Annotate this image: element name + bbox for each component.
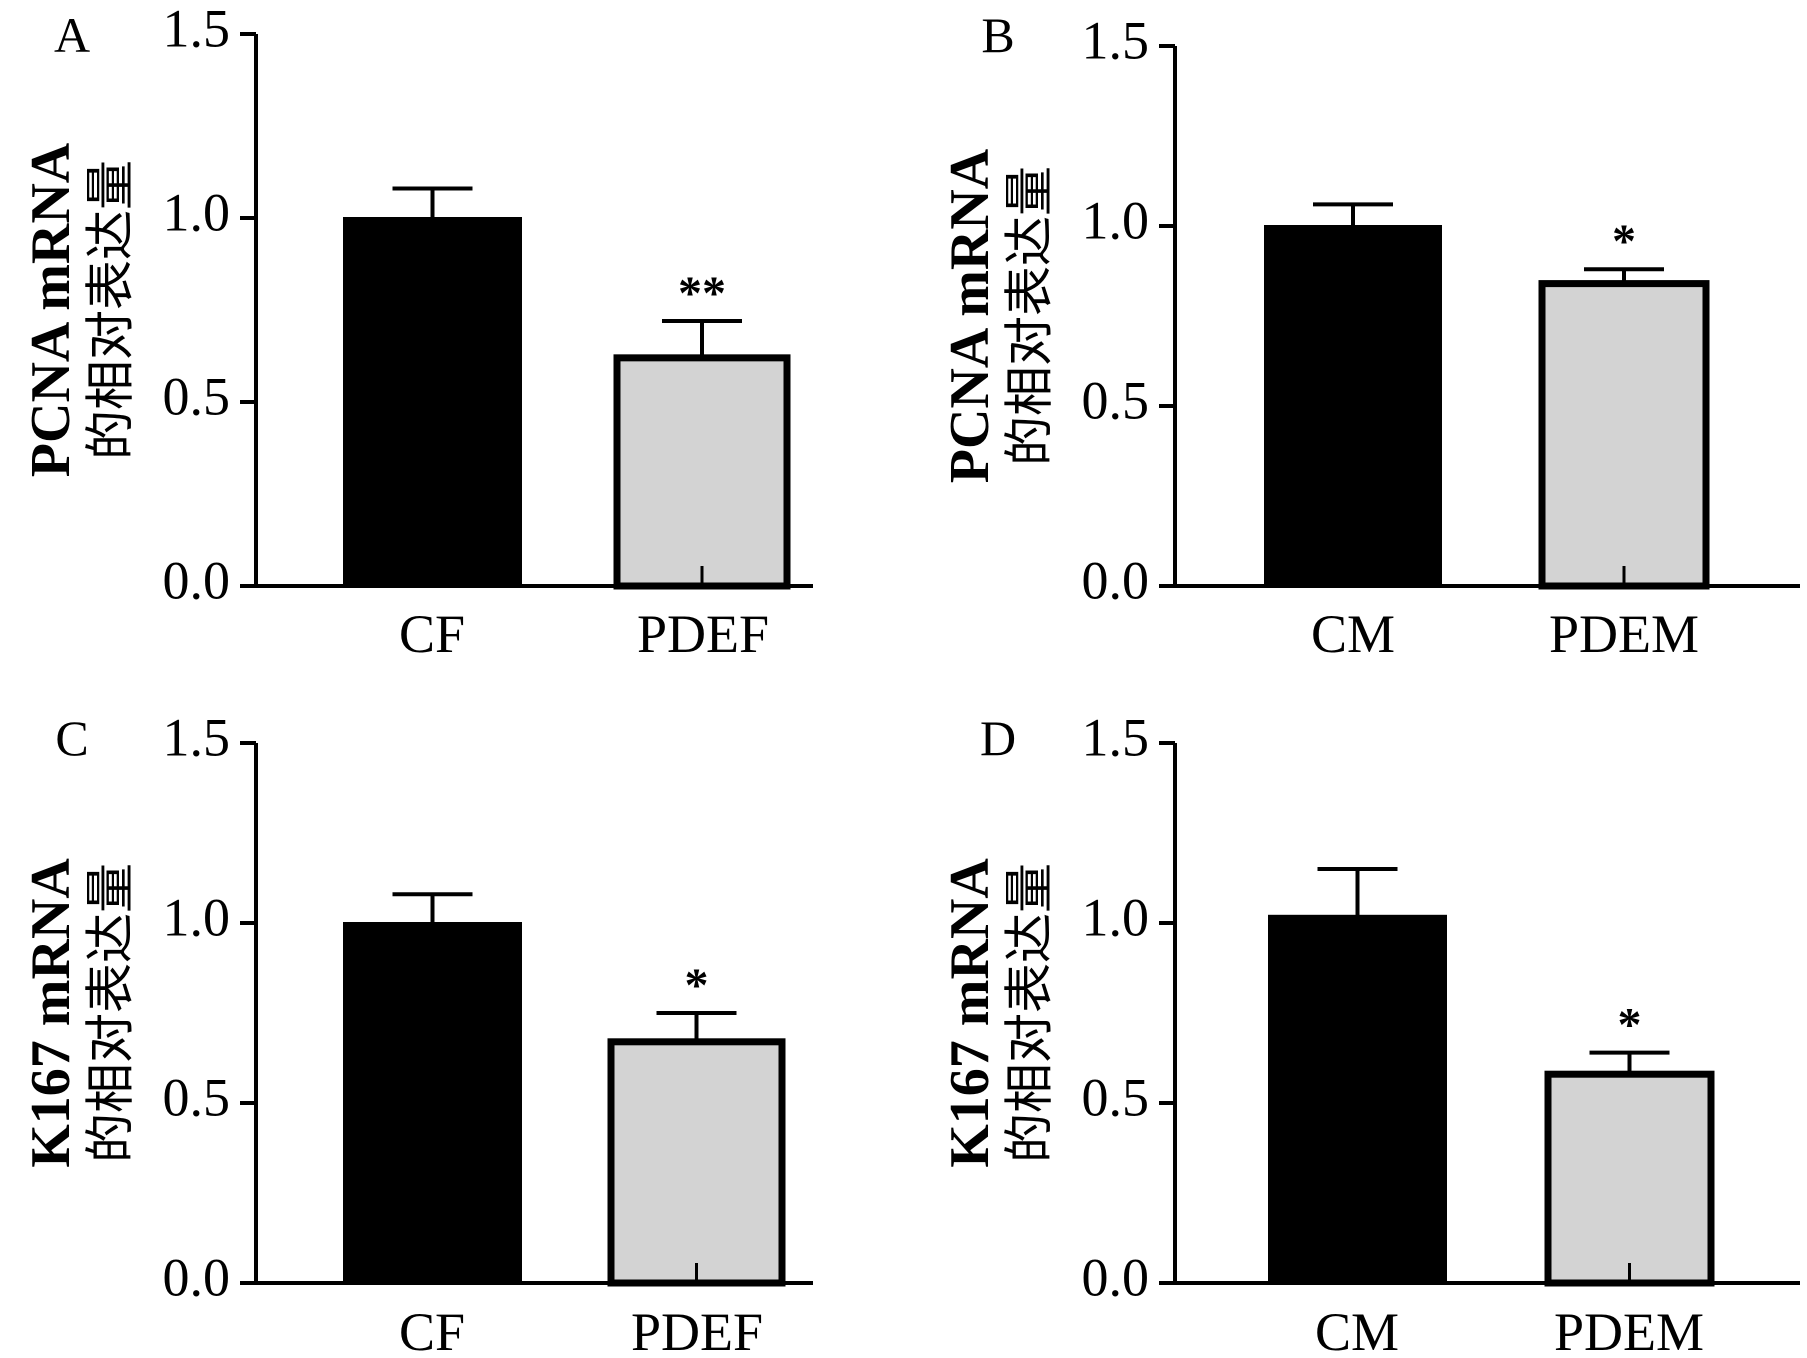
y-tick-label: 0.0 [163, 550, 231, 610]
panel-letter: C [55, 710, 88, 766]
y-tick-label: 0.0 [1082, 1247, 1150, 1307]
y-axis-label-sub: 的相对表达量 [1001, 166, 1057, 466]
bar-cf [343, 217, 522, 587]
y-tick-label: 0.5 [163, 366, 231, 426]
y-tick-label: 0.5 [1082, 1067, 1150, 1127]
y-axis-label-sub: 的相对表达量 [82, 160, 138, 460]
y-tick-label: 1.0 [1082, 190, 1150, 250]
y-tick-label: 1.0 [163, 182, 231, 242]
bar-pdem [1538, 280, 1710, 590]
y-axis-label-sub: 的相对表达量 [82, 863, 138, 1163]
x-tick-label: CF [399, 1302, 465, 1358]
x-tick-label: CM [1311, 604, 1395, 664]
x-tick-label: PDEF [637, 604, 769, 664]
significance-marker: * [685, 959, 709, 1012]
y-axis-label: PCNA mRNA [939, 148, 1001, 483]
x-tick-label: CM [1315, 1302, 1399, 1358]
y-tick-label: 0.0 [1082, 550, 1150, 610]
x-tick-label: CF [399, 604, 465, 664]
bar-pdem [1544, 1070, 1715, 1287]
y-tick-label: 0.0 [163, 1247, 231, 1307]
panel-letter: A [54, 7, 90, 63]
y-tick-label: 1.5 [163, 0, 231, 58]
y-axis-label: PCNA mRNA [20, 142, 82, 477]
panel-c: C K167 mRNA 的相对表达量 CF * PDEF 0.0 0.5 1.0 1.5 [20, 707, 813, 1358]
y-tick-label: 1.0 [163, 887, 231, 947]
bar-cm [1264, 225, 1442, 587]
significance-marker: * [1618, 999, 1642, 1052]
x-tick-label: PDEF [631, 1302, 763, 1358]
y-tick-label: 0.5 [163, 1067, 231, 1127]
bar-pdef [607, 1038, 786, 1287]
y-tick-label: 1.5 [1082, 10, 1150, 70]
panel-b: B PCNA mRNA 的相对表达量 CM * PDEM 0.0 0.5 1.0 1.5 [939, 7, 1800, 664]
bar-pdef [613, 354, 791, 590]
y-tick-label: 1.0 [1082, 887, 1150, 947]
y-tick-label: 1.5 [1082, 707, 1150, 767]
x-tick-label: PDEM [1549, 604, 1699, 664]
significance-marker: ** [678, 267, 726, 320]
bar-cf [343, 922, 522, 1284]
y-axis-label-sub: 的相对表达量 [1001, 863, 1057, 1163]
panel-a: A PCNA mRNA 的相对表达量 CF ** PDEF 0.0 0.5 1.0 1.5 [20, 0, 813, 664]
y-tick-label: 0.5 [1082, 370, 1150, 430]
x-tick-label: PDEM [1554, 1302, 1704, 1358]
bar-cm [1268, 914, 1447, 1284]
significance-marker: * [1612, 215, 1636, 268]
y-axis-label: K167 mRNA [939, 858, 1001, 1168]
panel-d: D K167 mRNA 的相对表达量 CM * PDEM 0.0 0.5 1.0 1.5 [939, 707, 1800, 1358]
y-axis-label: K167 mRNA [20, 858, 82, 1168]
panel-letter: B [981, 7, 1014, 63]
y-tick-label: 1.5 [163, 707, 231, 767]
panel-letter: D [980, 710, 1016, 766]
